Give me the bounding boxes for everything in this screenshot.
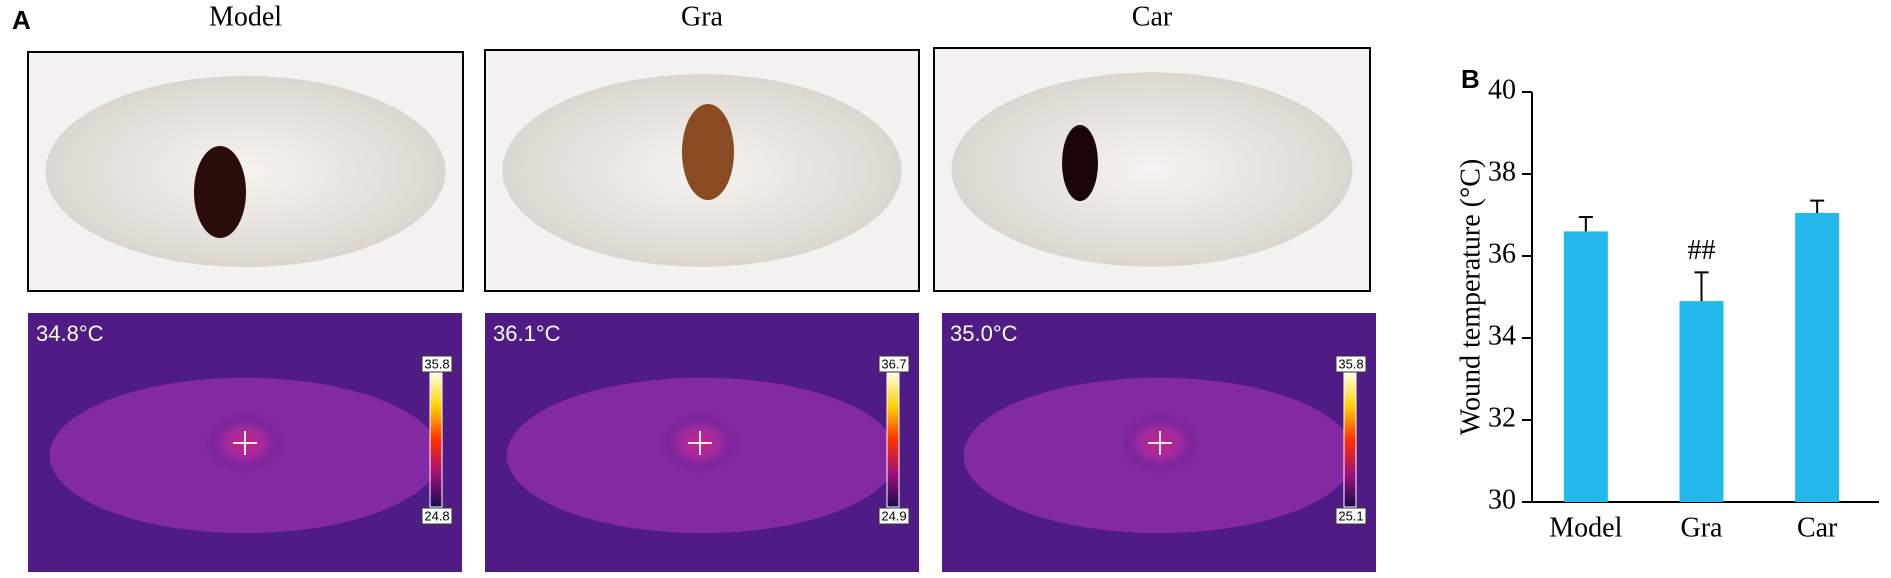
column-title: Model xyxy=(209,1,282,32)
scale-box xyxy=(878,355,910,373)
error-bar xyxy=(1578,216,1593,232)
bar xyxy=(1795,212,1840,502)
y-tick-label: 30 xyxy=(1488,484,1516,515)
wound xyxy=(194,146,246,238)
bar xyxy=(1679,301,1724,502)
wound xyxy=(682,104,734,200)
scale-box xyxy=(421,355,453,373)
scale-min: 24.8 xyxy=(424,508,449,523)
scale-min: 24.9 xyxy=(881,508,906,523)
x-tick-label: Gra xyxy=(1681,512,1724,543)
x-tick-label: Car xyxy=(1797,512,1838,543)
scale-box xyxy=(878,507,910,525)
bar xyxy=(1563,231,1608,502)
mouse-body xyxy=(951,72,1353,267)
column-title: Gra xyxy=(681,1,724,32)
column-title: Car xyxy=(1132,1,1173,32)
wound xyxy=(1062,125,1098,201)
mouse-body xyxy=(45,75,446,268)
y-tick-label: 40 xyxy=(1488,74,1516,105)
scale-max: 35.8 xyxy=(424,356,449,371)
scale-max: 35.8 xyxy=(1338,356,1363,371)
crosshair xyxy=(688,431,712,455)
scale-min: 25.1 xyxy=(1338,508,1363,523)
y-tick-label: 34 xyxy=(1488,320,1516,351)
y-tick-label: 38 xyxy=(1488,156,1516,187)
scale-box xyxy=(1335,507,1367,525)
x-tick-label: Model xyxy=(1549,512,1622,543)
scale-bar xyxy=(1343,372,1357,508)
temperature-reading: 36.1°C xyxy=(493,321,561,346)
y-tick-label: 32 xyxy=(1488,402,1516,433)
scale-bar xyxy=(886,372,900,508)
y-axis-label: Wound temperature (°C) xyxy=(1455,159,1486,435)
crosshair xyxy=(233,431,257,455)
scale-box xyxy=(421,507,453,525)
temperature-reading: 34.8°C xyxy=(36,321,104,346)
scale-box xyxy=(1335,355,1367,373)
panel-label: B xyxy=(1461,64,1480,94)
panel-label: A xyxy=(12,5,31,35)
error-bar xyxy=(1810,199,1825,213)
scale-bar xyxy=(429,372,443,508)
scale-max: 36.7 xyxy=(881,356,906,371)
y-tick-label: 36 xyxy=(1488,238,1516,269)
error-bar xyxy=(1694,271,1709,302)
crosshair xyxy=(1148,431,1172,455)
temperature-reading: 35.0°C xyxy=(950,321,1018,346)
significance-mark: ## xyxy=(1688,235,1716,266)
panel-a: Model 34.8°C 35.8 24.8 Gra 36.1°C 36.7 24.9 Car 3… xyxy=(27,1,1376,572)
panel-b: 30 32 34 36 38 40 Wound temperature (°C) Model G… xyxy=(1455,74,1879,543)
